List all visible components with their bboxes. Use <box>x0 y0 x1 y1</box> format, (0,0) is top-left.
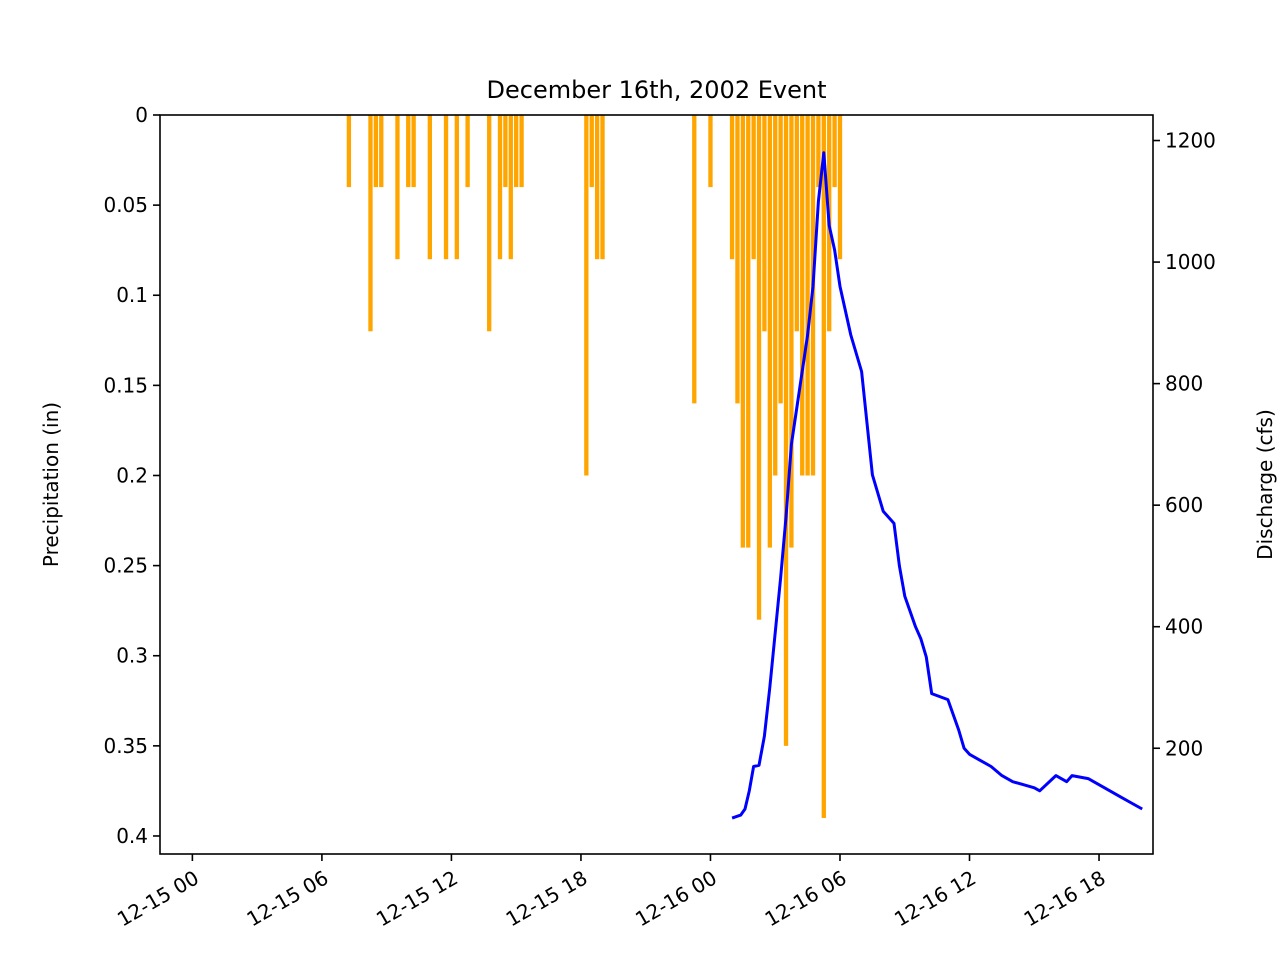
left-axis-ticks: 0 0.05 0.1 0.15 0.2 0.25 0.3 0.35 0.4 <box>103 103 160 848</box>
precip-bar <box>837 115 843 260</box>
right-tick-label: 800 <box>1165 372 1203 396</box>
precip-bar <box>821 115 826 818</box>
precip-bar <box>427 115 432 260</box>
left-tick-label: 0.35 <box>103 734 148 758</box>
precip-bar <box>783 115 789 746</box>
precip-bar <box>514 115 519 188</box>
precip-bar <box>497 115 503 260</box>
precip-bar <box>465 115 470 188</box>
precip-bar <box>800 115 805 476</box>
precip-bar <box>508 115 513 260</box>
precip-bar <box>816 115 821 188</box>
precip-bar <box>519 115 524 188</box>
left-tick-label: 0.05 <box>103 193 148 217</box>
x-tick-label: 12-15 12 <box>372 866 462 932</box>
right-tick-label: 200 <box>1165 736 1203 760</box>
precip-bar <box>832 115 837 188</box>
precip-bar <box>762 115 767 332</box>
x-tick-label: 12-16 12 <box>890 866 980 932</box>
precip-bar <box>740 115 746 548</box>
right-tick-label: 1200 <box>1165 129 1216 153</box>
x-tick-label: 12-15 06 <box>243 866 333 932</box>
left-tick-label: 0.4 <box>116 824 148 848</box>
left-tick-label: 0.25 <box>103 554 148 578</box>
precip-bar <box>729 115 735 260</box>
x-tick-label: 12-16 06 <box>761 866 851 932</box>
precip-bar <box>735 115 740 404</box>
precip-bar <box>503 115 508 188</box>
discharge-line-group <box>731 151 1143 820</box>
right-tick-label: 400 <box>1165 615 1203 639</box>
x-tick-label: 12-16 00 <box>631 866 721 932</box>
plot-frame <box>159 114 1154 855</box>
x-tick-label: 12-15 18 <box>502 866 592 932</box>
precip-bar <box>406 115 411 188</box>
right-tick-label: 1000 <box>1165 250 1216 274</box>
precip-bar <box>746 115 751 548</box>
precip-bar <box>773 115 778 476</box>
precip-bar <box>411 115 416 188</box>
precip-bar <box>751 115 756 260</box>
left-tick-label: 0.15 <box>103 373 148 397</box>
precip-bar <box>708 115 713 188</box>
right-axis-ticks: 200 400 600 800 1000 1200 <box>1153 129 1216 760</box>
y-axis-right-title: Discharge (cfs) <box>1253 409 1277 560</box>
precip-bar <box>373 115 379 188</box>
x-tick-label: 12-16 18 <box>1020 866 1110 932</box>
precip-bar <box>368 115 373 332</box>
precip-bar <box>600 115 605 260</box>
precip-bar <box>692 115 697 404</box>
right-tick-label: 600 <box>1165 493 1203 517</box>
precip-bar <box>805 115 810 476</box>
precip-bar <box>487 115 492 332</box>
precip-bar <box>584 115 589 476</box>
precip-bar <box>778 115 783 404</box>
left-tick-label: 0.3 <box>116 644 148 668</box>
precip-bar <box>395 115 400 260</box>
left-tick-label: 0.2 <box>116 463 148 487</box>
precip-bar <box>443 115 449 260</box>
x-tick-label: 12-15 00 <box>113 866 203 932</box>
precip-bar <box>789 115 794 548</box>
precip-bar <box>594 115 600 260</box>
precip-bar <box>756 115 762 620</box>
precip-bar <box>379 115 384 188</box>
x-axis-ticks: 12-15 00 12-15 06 12-15 12 12-15 18 12-16 00… <box>113 854 1110 931</box>
discharge-line <box>731 151 1143 820</box>
precip-bar <box>767 115 772 548</box>
precip-bar <box>794 115 799 332</box>
precip-bar <box>454 115 459 260</box>
left-tick-label: 0 <box>135 103 148 127</box>
y-axis-left-title: Precipitation (in) <box>39 402 63 567</box>
precip-bar <box>589 115 594 188</box>
precip-bar <box>346 115 352 188</box>
left-tick-label: 0.1 <box>116 283 148 307</box>
chart-title: December 16th, 2002 Event <box>487 76 827 104</box>
